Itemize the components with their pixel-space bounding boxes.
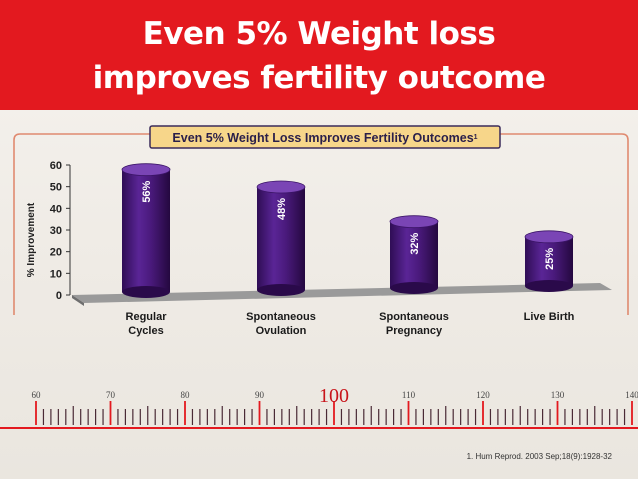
citation: 1. Hum Reprod. 2003 Sep;18(9):1928-32 — [466, 452, 612, 461]
bars: 56% 48% 32% 25% — [121, 163, 574, 298]
bar-top — [524, 230, 574, 244]
ruler-label: 130 — [551, 390, 565, 400]
bar-value-label: 25% — [544, 248, 556, 270]
bar-body — [390, 221, 438, 288]
bar: 48% — [256, 180, 306, 296]
floor-edge — [72, 295, 84, 306]
ruler-label: 100 — [319, 385, 349, 407]
chart-frame — [13, 133, 629, 315]
category-label: Spontaneous — [379, 311, 449, 323]
bar: 32% — [389, 215, 439, 294]
ruler-line — [0, 427, 638, 429]
bar-base — [257, 284, 305, 296]
chart-floor — [72, 283, 612, 306]
y-tick-label: 40 — [50, 203, 62, 215]
category-label: Live Birth — [524, 311, 575, 323]
y-tick-label: 50 — [50, 182, 62, 194]
bar-body — [257, 187, 305, 290]
category-label: Regular — [126, 311, 168, 323]
chart-title: Even 5% Weight Loss Improves Fertility O… — [172, 131, 477, 145]
ruler-label: 140 — [625, 390, 638, 400]
category-label: Spontaneous — [246, 311, 316, 323]
title-banner: Even 5% Weight loss improves fertility o… — [0, 0, 638, 110]
category-label: Ovulation — [256, 325, 307, 337]
category-label: Pregnancy — [386, 325, 443, 337]
bar-top — [121, 163, 171, 177]
y-tick-label: 30 — [50, 225, 62, 237]
slide-title-line-2: improves fertility outcome — [92, 60, 546, 96]
ruler-label: 70 — [106, 390, 116, 400]
ruler-label: 120 — [476, 390, 490, 400]
bar-base — [525, 280, 573, 292]
bar-top — [389, 215, 439, 229]
bar-value-label: 48% — [276, 198, 288, 220]
bar-value-label: 56% — [141, 180, 153, 202]
bar-base — [122, 286, 170, 298]
bar-base — [390, 282, 438, 294]
chart-title-box: Even 5% Weight Loss Improves Fertility O… — [149, 125, 501, 149]
ruler-decoration: 60 70 80 90 100 110 120 130 140 — [0, 385, 638, 429]
ruler-label: 60 — [32, 390, 42, 400]
y-tick-label: 10 — [50, 268, 62, 280]
y-tick-label: 20 — [50, 247, 62, 259]
bar: 25% — [524, 230, 574, 292]
y-tick-label: 60 — [50, 160, 62, 172]
chart-title-superscript: 1 — [474, 134, 478, 141]
fertility-bar-chart: Even 5% Weight Loss Improves Fertility O… — [13, 125, 629, 337]
bar-top — [256, 180, 306, 194]
ruler-label: 80 — [181, 390, 191, 400]
bar-body — [122, 169, 170, 292]
category-labels: Regular Cycles Spontaneous Ovulation Spontan… — [126, 311, 575, 337]
slide-title-line-1: Even 5% Weight loss — [142, 16, 496, 52]
floor-top — [72, 283, 612, 303]
y-tick-label: 0 — [56, 290, 62, 302]
ruler-label: 110 — [402, 390, 416, 400]
bar-value-label: 32% — [409, 232, 421, 254]
bar: 56% — [121, 163, 171, 298]
y-axis: 0 10 20 30 40 50 60 — [50, 160, 71, 302]
category-label: Cycles — [128, 325, 163, 337]
ruler-label: 90 — [255, 390, 265, 400]
bar-body — [525, 236, 573, 286]
y-axis-label: % Improvement — [26, 202, 37, 277]
